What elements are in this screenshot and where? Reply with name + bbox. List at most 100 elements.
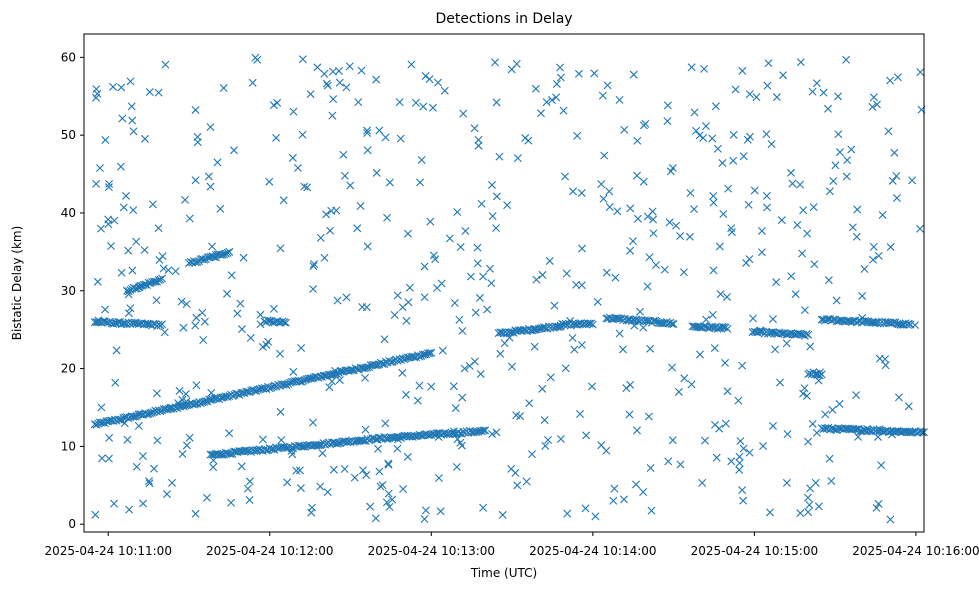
data-point — [342, 83, 351, 92]
data-point — [385, 178, 394, 187]
data-point — [262, 446, 271, 455]
x-tick-label: 2025-04-24 10:14:00 — [529, 544, 656, 558]
data-point — [200, 255, 209, 264]
data-point — [636, 307, 645, 316]
data-point — [723, 292, 731, 301]
data-point — [132, 462, 141, 471]
data-point — [530, 342, 539, 351]
data-point — [205, 395, 214, 404]
data-point — [316, 482, 325, 491]
data-point — [788, 179, 797, 188]
data-point — [824, 104, 832, 113]
data-point — [561, 364, 570, 373]
data-point — [126, 304, 135, 313]
data-point — [429, 103, 437, 112]
data-point — [452, 462, 461, 471]
data-point — [366, 502, 375, 511]
data-point — [590, 69, 599, 78]
data-point — [92, 179, 101, 188]
data-point — [92, 85, 101, 94]
data-point — [738, 361, 747, 370]
data-point — [434, 473, 443, 482]
data-point — [854, 432, 863, 441]
y-tick-label: 30 — [61, 284, 76, 298]
data-point — [538, 270, 547, 279]
data-point — [723, 324, 732, 333]
data-point — [769, 421, 778, 430]
data-point — [556, 63, 565, 72]
data-point — [609, 496, 618, 505]
data-point — [787, 168, 795, 177]
data-point — [329, 95, 338, 104]
data-point — [433, 78, 442, 87]
data-point — [625, 410, 634, 419]
data-point — [487, 180, 496, 189]
data-point — [686, 189, 695, 198]
data-point — [834, 92, 843, 101]
data-point — [664, 457, 673, 466]
data-point — [385, 502, 394, 511]
data-point — [644, 412, 653, 421]
data-point — [848, 223, 857, 232]
data-point — [216, 250, 225, 259]
data-point — [182, 300, 191, 309]
data-point — [418, 350, 427, 359]
data-point — [550, 301, 559, 310]
data-point — [668, 436, 677, 445]
data-point — [236, 299, 245, 308]
data-point — [796, 509, 805, 518]
data-point — [620, 125, 629, 134]
data-point — [404, 298, 413, 307]
data-point — [403, 452, 412, 461]
data-point — [149, 277, 158, 286]
x-tick-label: 2025-04-24 10:16:00 — [852, 544, 979, 558]
data-point — [757, 248, 766, 257]
data-point — [382, 498, 391, 507]
data-point — [832, 296, 841, 305]
data-point — [394, 435, 402, 444]
data-point — [672, 221, 681, 230]
data-point — [128, 116, 137, 125]
data-point — [819, 88, 828, 97]
data-point — [762, 191, 771, 200]
data-point — [396, 134, 405, 143]
data-point — [127, 102, 136, 111]
data-point — [532, 275, 541, 284]
data-point — [629, 237, 637, 246]
data-point — [642, 316, 651, 325]
data-point — [793, 220, 802, 229]
data-point — [582, 431, 591, 440]
data-point — [101, 305, 110, 314]
data-point — [465, 361, 474, 370]
data-point — [716, 290, 725, 299]
data-point — [182, 441, 191, 450]
y-tick-label: 50 — [61, 128, 76, 142]
data-point — [663, 101, 672, 110]
data-point — [540, 416, 549, 425]
data-point — [721, 358, 730, 367]
data-point — [203, 253, 212, 262]
data-point — [804, 330, 813, 339]
y-axis: 0 10 20 30 40 50 60 — [61, 50, 84, 531]
data-point — [356, 201, 365, 210]
data-point — [126, 77, 135, 86]
data-point — [847, 145, 856, 154]
data-point — [495, 152, 504, 161]
data-point — [698, 478, 707, 487]
data-point — [568, 333, 577, 342]
data-point — [171, 267, 180, 276]
data-point — [97, 418, 106, 427]
data-point — [825, 454, 834, 463]
data-point — [289, 377, 298, 386]
data-point — [687, 380, 696, 389]
data-point — [739, 152, 748, 161]
data-point — [811, 478, 820, 487]
data-point — [342, 293, 351, 302]
data-point — [398, 368, 407, 377]
data-point — [611, 273, 620, 282]
data-point — [479, 426, 488, 435]
data-point — [363, 129, 372, 137]
data-point — [546, 373, 555, 382]
data-point — [824, 276, 833, 285]
data-point — [154, 406, 163, 415]
